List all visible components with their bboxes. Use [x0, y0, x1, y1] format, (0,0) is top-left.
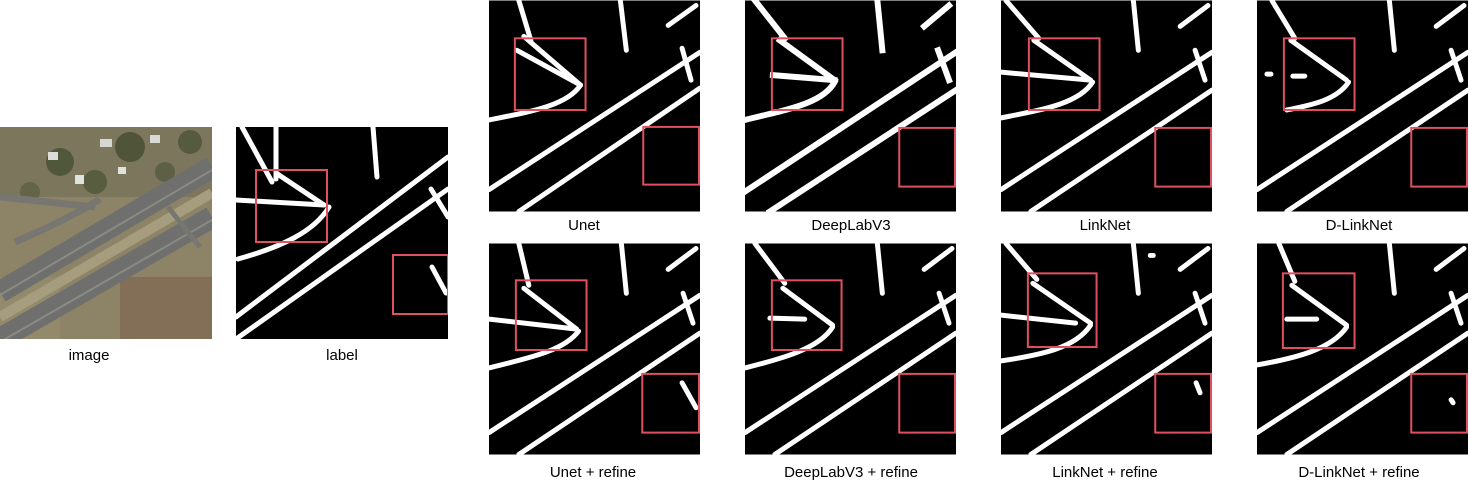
dlinknet-refine-mask	[1257, 243, 1468, 455]
unet-mask	[489, 0, 700, 212]
unet-refine-mask-panel	[489, 243, 700, 455]
linknet-mask-panel	[1001, 0, 1212, 212]
label-mask-panel	[236, 127, 448, 339]
deeplab-mask-panel	[745, 0, 956, 212]
aerial-image	[0, 127, 212, 339]
caption-dlinknet-refine: D-LinkNet + refine	[1298, 464, 1420, 481]
deeplab-refine-mask-panel	[745, 243, 956, 455]
deeplab-refine-mask	[745, 243, 956, 455]
caption-deeplab: DeepLabV3	[811, 217, 891, 234]
label-mask	[236, 127, 448, 339]
linknet-refine-mask	[1001, 243, 1212, 455]
caption-deeplab-refine: DeepLabV3 + refine	[784, 464, 918, 481]
aerial-image-panel	[0, 127, 212, 339]
dlinknet-refine-mask-panel	[1257, 243, 1468, 455]
caption-label: label	[326, 347, 358, 364]
deeplab-mask	[745, 0, 956, 212]
caption-unet: Unet	[568, 217, 600, 234]
caption-unet-refine: Unet + refine	[549, 464, 637, 481]
dlinknet-mask	[1257, 0, 1468, 212]
caption-image: image	[68, 347, 110, 364]
dlinknet-mask-panel	[1257, 0, 1468, 212]
linknet-refine-mask-panel	[1001, 243, 1212, 455]
unet-mask-panel	[489, 0, 700, 212]
caption-linknet: LinkNet	[1079, 217, 1131, 234]
caption-dlinknet: D-LinkNet	[1325, 217, 1393, 234]
linknet-mask	[1001, 0, 1212, 212]
unet-refine-mask	[489, 243, 700, 455]
caption-linknet-refine: LinkNet + refine	[1052, 464, 1158, 481]
